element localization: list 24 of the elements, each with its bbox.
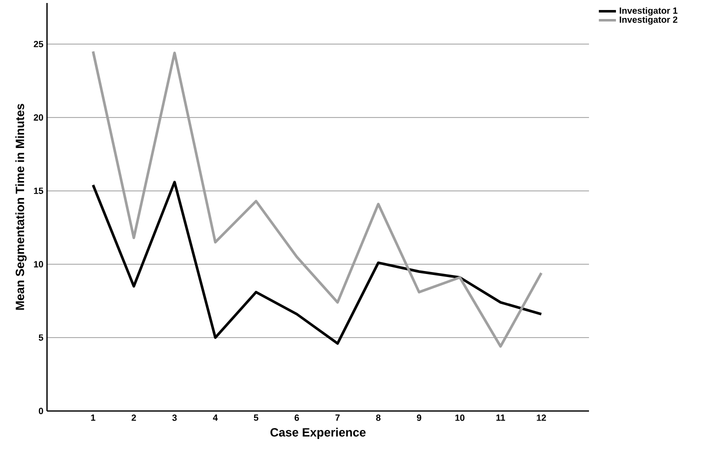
x-tick-label: 10 bbox=[455, 414, 464, 421]
y-tick-label: 15 bbox=[34, 188, 44, 194]
y-tick-label: 25 bbox=[34, 40, 44, 48]
x-tick-label: 11 bbox=[496, 414, 506, 421]
x-tick-label: 4 bbox=[212, 414, 218, 421]
x-tick-label: 7 bbox=[335, 414, 340, 421]
legend-label: Investigator 2 bbox=[620, 16, 678, 25]
x-tick-label: 8 bbox=[376, 414, 381, 421]
y-tick-label: 10 bbox=[34, 261, 44, 268]
line-series bbox=[92, 50, 543, 348]
x-tick-label: 3 bbox=[172, 414, 177, 421]
y-tick-label: 20 bbox=[34, 114, 44, 121]
line-series bbox=[92, 180, 543, 345]
x-axis-title: Case Experience bbox=[270, 428, 366, 439]
legend-label: Investigator 1 bbox=[620, 7, 678, 16]
y-tick-label: 0 bbox=[38, 408, 44, 414]
y-tick-label: 5 bbox=[38, 334, 44, 341]
x-tick-label: 1 bbox=[91, 414, 96, 421]
x-tick-label: 9 bbox=[416, 414, 422, 421]
x-tick-label: 5 bbox=[254, 414, 258, 421]
x-tick-label: 6 bbox=[294, 414, 299, 421]
x-tick-label: 2 bbox=[132, 414, 136, 421]
y-axis-title: Mean Segmentation Time in Minutes bbox=[15, 104, 27, 310]
x-tick-label: 12 bbox=[536, 414, 546, 421]
